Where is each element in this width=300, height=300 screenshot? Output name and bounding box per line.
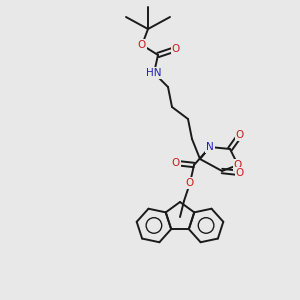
Text: O: O (138, 40, 146, 50)
Text: O: O (236, 130, 244, 140)
Text: HN: HN (146, 68, 162, 78)
Text: O: O (234, 160, 242, 170)
Text: O: O (236, 168, 244, 178)
Text: O: O (172, 44, 180, 54)
Text: O: O (172, 158, 180, 168)
Text: N: N (206, 142, 214, 152)
Text: O: O (186, 178, 194, 188)
